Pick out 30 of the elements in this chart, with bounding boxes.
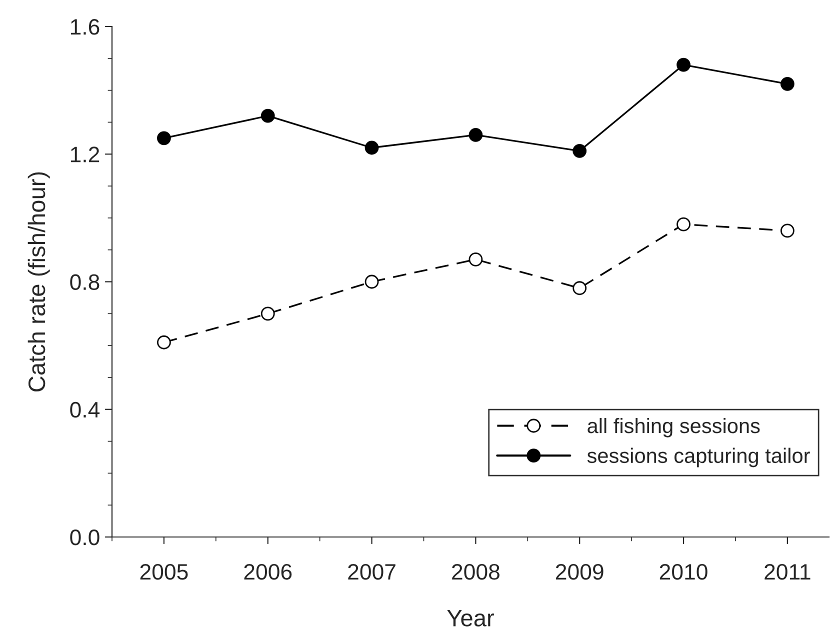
point bbox=[676, 58, 690, 72]
point bbox=[157, 131, 171, 146]
y-tick-label: 0.4 bbox=[70, 402, 100, 418]
point bbox=[364, 140, 379, 155]
y-tick-label: 1.2 bbox=[71, 146, 100, 162]
x-tick-label: 2006 bbox=[244, 564, 292, 580]
point bbox=[364, 274, 379, 289]
x-tick-label: 2011 bbox=[764, 564, 810, 580]
point bbox=[780, 224, 794, 238]
point bbox=[260, 306, 275, 321]
legend-label: all fishing sessions bbox=[588, 418, 760, 438]
y-axis-title: Catch rate (fish/hour) bbox=[28, 172, 50, 392]
x-tick-label: 2008 bbox=[452, 564, 500, 580]
y-tick-label: 0.8 bbox=[70, 274, 100, 290]
point bbox=[572, 144, 587, 158]
point bbox=[572, 281, 587, 296]
point bbox=[780, 76, 794, 91]
point bbox=[260, 108, 275, 123]
x-tick-label: 2007 bbox=[348, 564, 396, 580]
point bbox=[468, 252, 483, 266]
y-tick-label: 1.6 bbox=[71, 19, 100, 35]
x-tick-label: 2009 bbox=[556, 564, 604, 580]
x-tick-label: 2010 bbox=[660, 564, 708, 580]
point bbox=[157, 335, 171, 350]
y-tick-label: 0.0 bbox=[70, 530, 100, 546]
point bbox=[676, 217, 690, 232]
x-axis-title: Year bbox=[447, 610, 494, 626]
point bbox=[468, 128, 483, 142]
legend-label: sessions capturing tailor bbox=[587, 448, 810, 468]
x-tick-label: 2005 bbox=[140, 564, 188, 580]
